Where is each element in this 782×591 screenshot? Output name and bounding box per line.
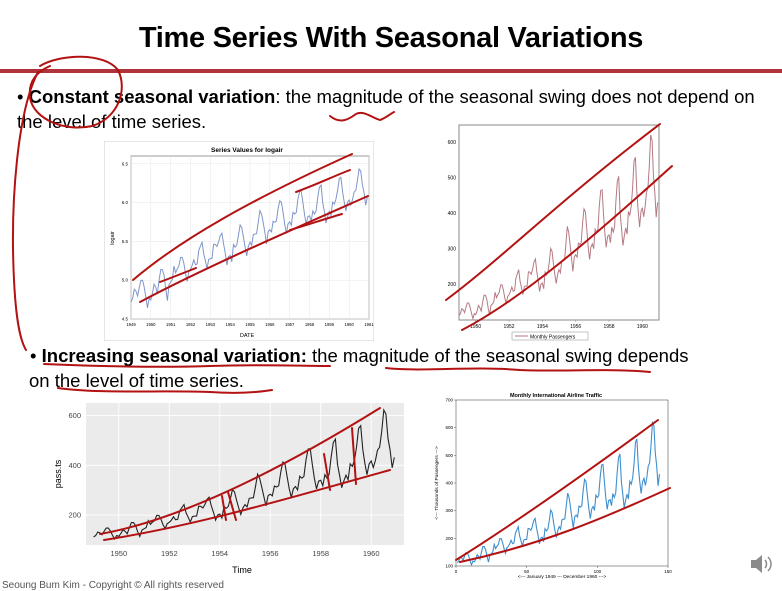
y-tick-label: 6.5 [122, 161, 129, 166]
y-axis-label: pass.ts [53, 459, 63, 488]
x-axis-label: <--- January 1949 --- December 1960 ---> [518, 574, 607, 580]
bullet-constant-term: Constant seasonal variation [28, 86, 276, 107]
speaker-icon[interactable] [748, 550, 776, 578]
x-tick-label: 1950 [146, 322, 156, 327]
x-tick-label: 1953 [206, 322, 216, 327]
x-tick-label: 1954 [226, 322, 236, 327]
x-axis-label: Time [232, 565, 252, 575]
y-tick-label: 200 [68, 511, 81, 520]
bullet-marker: • [30, 345, 37, 366]
chart-pass-ts: 1950 1952 1954 1956 1958 1960 200 400 600 Time p… [52, 400, 404, 578]
y-tick-label: 4.5 [122, 317, 129, 322]
bullet-increasing: • Increasing seasonal variation: the mag… [29, 343, 775, 393]
x-tick-label: 1958 [312, 549, 329, 558]
y-tick-label: 6.0 [122, 200, 129, 205]
x-tick-label: 1950 [110, 549, 127, 558]
x-tick-label: 1959 [325, 322, 335, 327]
x-tick-label: 1950 [470, 324, 481, 330]
x-tick-label: 0 [455, 569, 458, 574]
x-tick-label: 1956 [265, 322, 275, 327]
x-tick-label: 1956 [570, 324, 581, 330]
x-tick-label: 1954 [537, 324, 548, 330]
bullet-marker: • [17, 86, 24, 107]
chart-airline-traffic: Monthly International Airline Traffic 0 5… [428, 390, 674, 580]
x-tick-label: 1958 [305, 322, 315, 327]
y-tick-label: 700 [445, 398, 453, 403]
footer-copyright: Seoung Bum Kim - Copyright © All rights … [2, 580, 224, 591]
y-tick-label: 400 [445, 481, 453, 486]
x-tick-label: 1952 [503, 324, 514, 330]
tick-labels: 1950 1952 1954 1956 1958 1960 200 400 600 [68, 411, 379, 558]
x-tick-label: 50 [524, 569, 530, 574]
y-tick-label: 500 [448, 176, 457, 182]
x-tick-label: 1949 [126, 322, 136, 327]
plot-area [455, 399, 669, 567]
x-tick-label: 100 [594, 569, 602, 574]
chart-title: Monthly International Airline Traffic [510, 393, 602, 399]
x-tick-label: 1951 [166, 322, 176, 327]
x-tick-label: 1960 [637, 324, 648, 330]
y-axis-label: <--- Thousands of Passengers ---> [434, 446, 440, 520]
x-axis-label: DATE [240, 333, 255, 339]
y-tick-label: 400 [68, 461, 81, 470]
legend-label: Monthly Passengers [530, 335, 576, 341]
x-tick-label: 1958 [603, 324, 614, 330]
tick-labels: 0 50 100 150 100 200 300 400 500 600 700 [445, 398, 672, 575]
y-tick-label: 100 [445, 564, 453, 569]
y-tick-label: 600 [68, 411, 81, 420]
x-tick-label: 1960 [363, 549, 380, 558]
x-tick-label: 1960 [345, 322, 355, 327]
legend-box [511, 331, 589, 341]
y-tick-label: 5.5 [122, 239, 129, 244]
y-tick-label: 400 [448, 211, 457, 217]
y-tick-label: 5.0 [122, 278, 129, 283]
chart-logair: Series Values for logair 1949 1950 1951 195… [104, 141, 374, 341]
bullet-increasing-text-line2: on the level of time series. [29, 370, 244, 391]
x-tick-label: 1957 [285, 322, 295, 327]
x-tick-label: 1956 [262, 549, 279, 558]
tick-labels: 1949 1950 1951 1952 1953 1954 1955 1956 1957 1958… [122, 161, 374, 327]
slide-title: Time Series With Seasonal Variations [138, 22, 644, 54]
chart-title: Series Values for logair [211, 147, 283, 154]
y-tick-label: 600 [448, 140, 457, 146]
x-tick-label: 150 [664, 569, 672, 574]
x-tick-label: 1952 [161, 549, 178, 558]
x-tick-label: 1952 [186, 322, 196, 327]
y-tick-label: 500 [445, 453, 453, 458]
x-tick-label: 1961 [364, 322, 374, 327]
y-tick-label: 200 [448, 282, 457, 288]
x-tick-label: 1955 [245, 322, 255, 327]
chart-monthly-passengers: 1950 1952 1954 1956 1958 1960200300400500600 … [440, 120, 666, 342]
y-tick-label: 200 [445, 536, 453, 541]
y-tick-label: 600 [445, 425, 453, 430]
title-divider [0, 69, 782, 73]
y-tick-label: 300 [445, 508, 453, 513]
bullet-increasing-term: Increasing seasonal variation: [41, 345, 307, 366]
bullet-increasing-text: the magnitude of the seasonal swing depe… [306, 345, 689, 366]
y-axis-label: logair [110, 231, 116, 245]
plot-area [458, 124, 660, 321]
y-tick-label: 300 [448, 247, 457, 253]
x-tick-label: 1954 [211, 549, 228, 558]
